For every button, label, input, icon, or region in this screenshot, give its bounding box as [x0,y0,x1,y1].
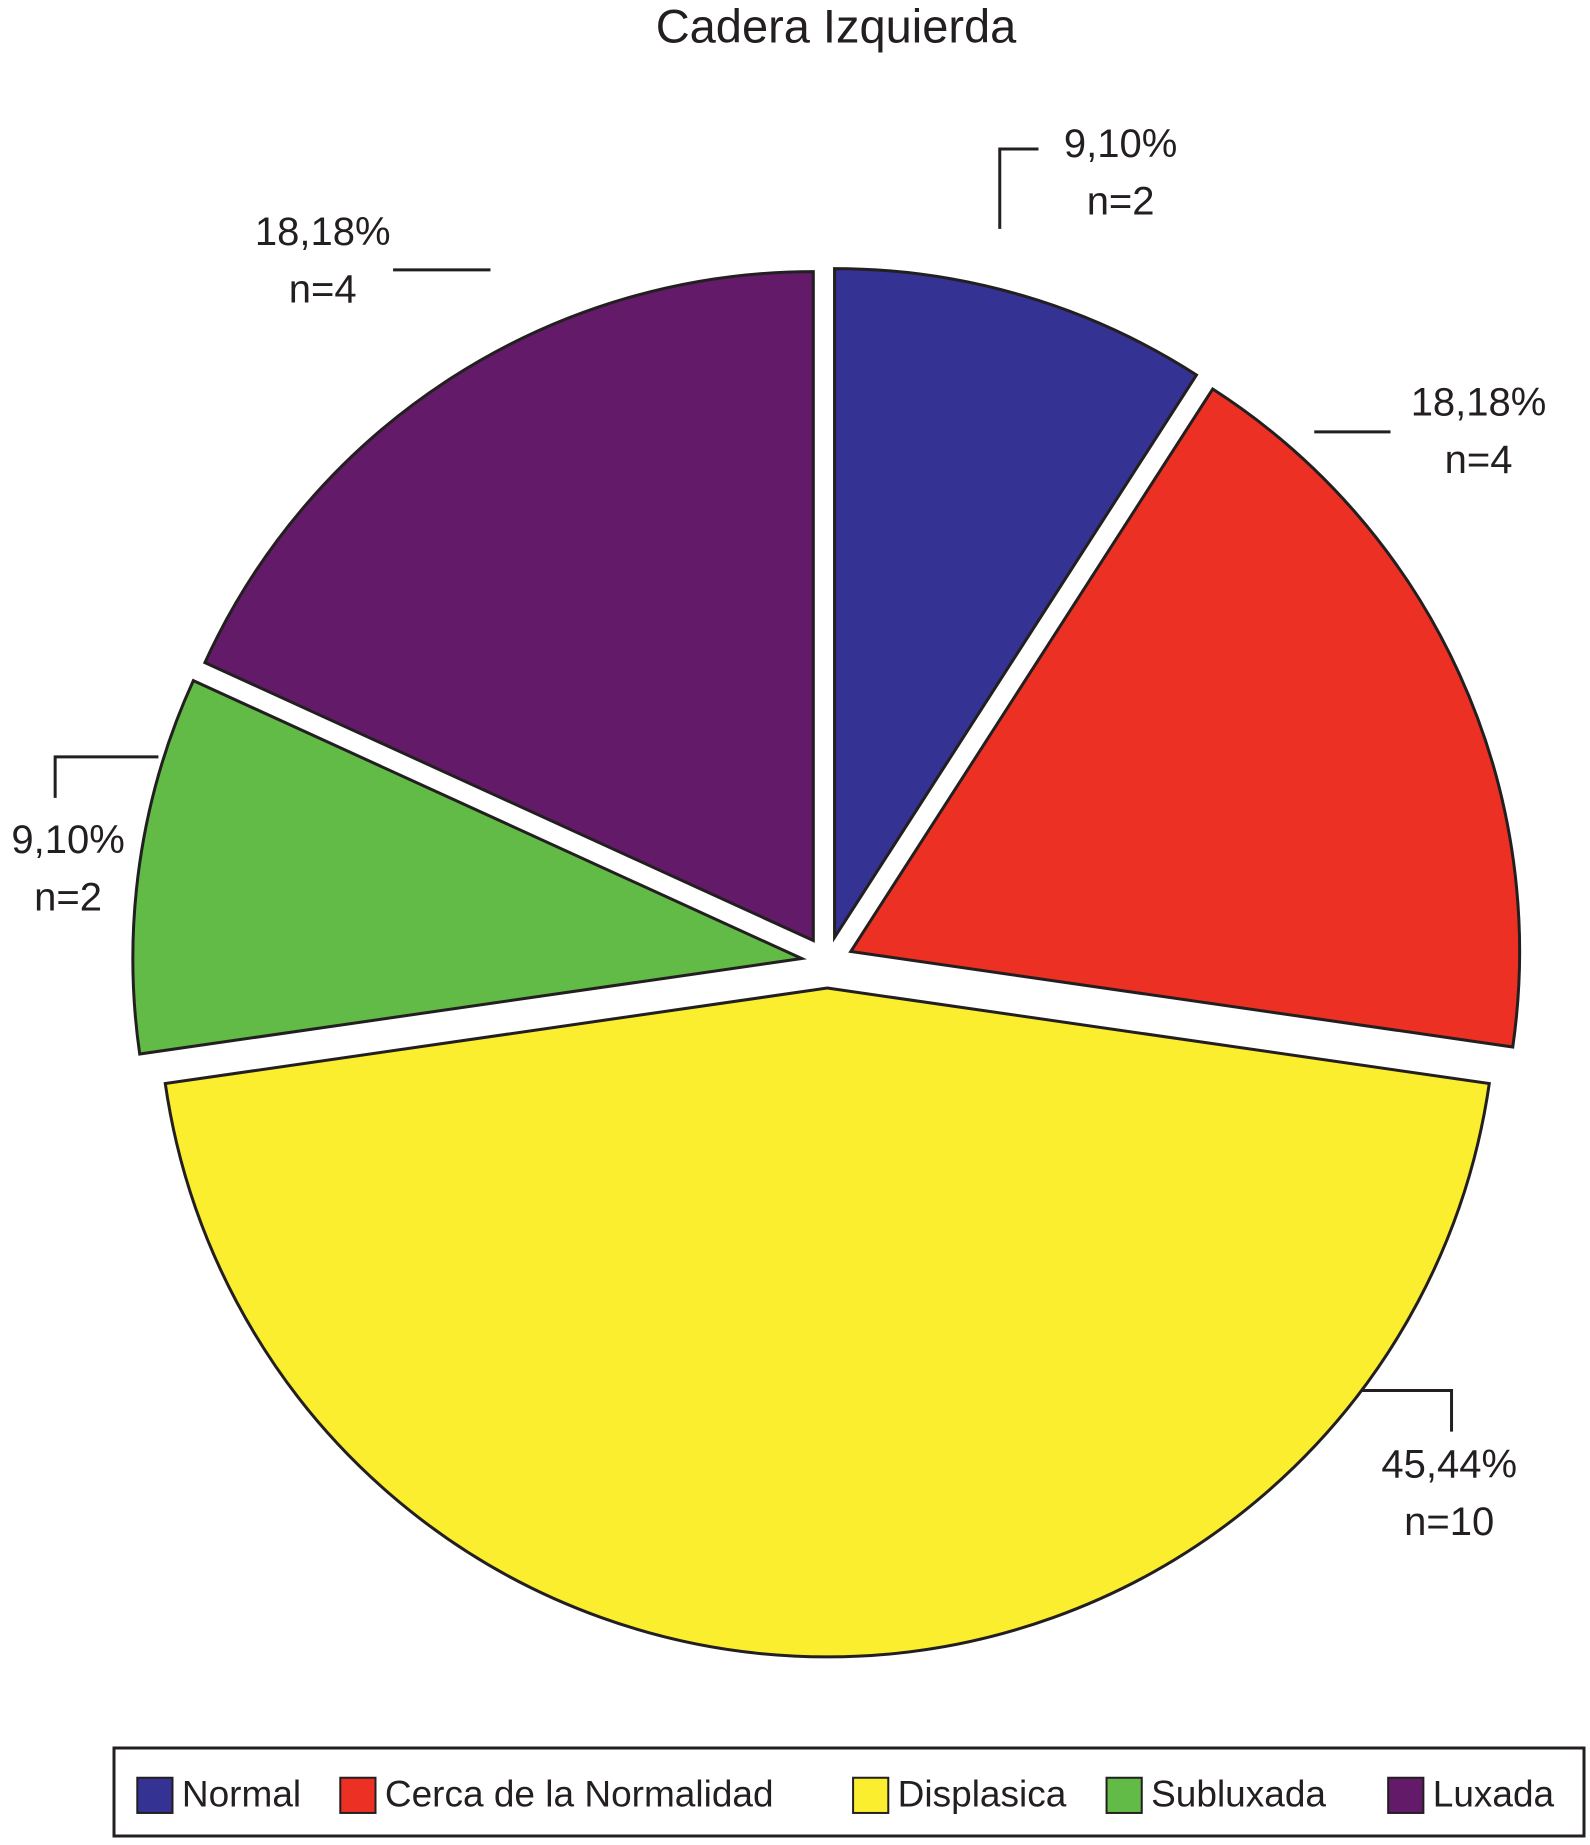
count-label: n=4 [1445,438,1513,482]
pie-slice [131,678,807,1056]
legend-label: Luxada [1433,1773,1555,1814]
count-label: n=2 [34,876,102,920]
leader-line [1361,1389,1454,1432]
leader-line [53,755,159,798]
legend-label: Subluxada [1151,1773,1326,1814]
pie-slice [848,386,1522,1049]
legend-label: Cerca de la Normalidad [385,1773,774,1814]
value-label: 18,18% [1411,380,1547,424]
pie-slice [163,986,1491,1659]
value-label: 45,44% [1381,1442,1517,1486]
pie-slice [202,270,815,943]
legend-box [112,1746,1586,1838]
chart-title: Cadera Izquierda [656,0,1017,52]
value-label: 18,18% [255,210,391,254]
legend-swatch [852,1776,890,1814]
legend-label: Normal [182,1773,301,1814]
count-label: n=10 [1404,1500,1494,1544]
legend-swatch [1105,1776,1143,1814]
value-label: 9,10% [1064,122,1177,166]
count-label: n=4 [289,268,357,312]
value-label: 9,10% [11,818,124,862]
leader-line [998,147,1039,229]
legend-swatch [1387,1776,1425,1814]
pie-slice [833,267,1199,943]
count-label: n=2 [1087,180,1155,224]
legend-swatch [136,1776,174,1814]
legend-label: Displasica [898,1773,1067,1814]
legend-swatch [339,1776,377,1814]
